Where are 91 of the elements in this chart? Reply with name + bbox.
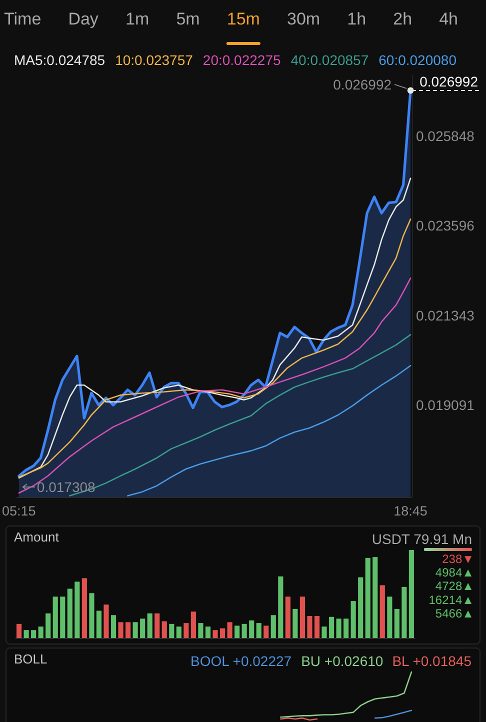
bar (147, 613, 152, 638)
x-tick-label: 05:15 (2, 504, 36, 518)
bar (24, 630, 29, 638)
bar (96, 610, 102, 638)
text: 10:0.023757 (115, 52, 194, 68)
line-series (18, 278, 412, 494)
y-tick-label: 0.021343 (416, 307, 475, 324)
text: MA5:0.024785 (14, 52, 106, 68)
series-label: BU +0.02610 (301, 653, 384, 669)
bar (162, 621, 167, 638)
bar (249, 620, 254, 638)
category-label: 4h (439, 10, 458, 28)
annotation: 0.026992 (333, 76, 392, 92)
chart-title: Amount (14, 530, 60, 544)
bar (104, 604, 109, 638)
category-label: 5466▲ (435, 606, 474, 620)
category-label: 1h (347, 10, 366, 28)
text: 40:0.020857 (290, 52, 369, 68)
bar (227, 622, 232, 638)
bar (408, 550, 414, 638)
x-tick-label: 18:45 (394, 504, 428, 518)
bar (278, 576, 284, 638)
bar (132, 622, 138, 638)
category-label: 4984▲ (435, 566, 474, 580)
bar (365, 558, 370, 638)
bar (126, 622, 131, 638)
category-label: 2h (393, 10, 412, 28)
bar (46, 613, 51, 638)
bar (74, 582, 80, 638)
bar (350, 601, 356, 638)
bar (358, 577, 364, 638)
bar (31, 630, 36, 638)
bar (184, 623, 189, 638)
bar (344, 618, 349, 638)
ref-line-label: 0.026992 (420, 73, 478, 90)
bar (322, 626, 327, 638)
bar (190, 612, 196, 638)
y-tick-label: 0.023596 (416, 218, 475, 234)
bar (16, 624, 22, 638)
bar (387, 596, 392, 638)
bar (314, 616, 320, 638)
y-tick-label: 0.019091 (416, 396, 475, 413)
bar (242, 624, 247, 638)
bar (394, 608, 400, 638)
category-label: 5m (176, 10, 200, 28)
category-label: Day (68, 10, 99, 28)
text: 60:0.020080 (378, 52, 457, 68)
text: 20:0.022275 (202, 52, 281, 68)
bar (169, 624, 174, 638)
bar (60, 596, 66, 638)
category-label: 16214▲ (428, 592, 474, 607)
category-label: 238▼ (442, 552, 474, 566)
bar (402, 586, 407, 638)
chart-subtitle: USDT 79.91 Mn (372, 531, 472, 547)
bar (212, 630, 218, 638)
bar (52, 596, 58, 638)
bar (234, 626, 240, 638)
category-label: 15m (226, 10, 260, 28)
bar (140, 618, 146, 638)
annotation: 0.017308 (36, 478, 96, 495)
bar (300, 596, 305, 638)
bar (89, 593, 94, 638)
bar (256, 623, 262, 638)
y-tick-label: 0.025848 (416, 128, 475, 144)
bar (270, 615, 276, 638)
category-label: 1m (126, 10, 150, 28)
bar (118, 622, 124, 638)
bar (38, 626, 44, 638)
bar (198, 623, 204, 638)
bar (205, 626, 211, 638)
bar (336, 618, 342, 638)
category-label: 30m (287, 10, 320, 28)
bar (82, 578, 87, 638)
bar (154, 613, 160, 638)
category-label: 4728▲ (435, 579, 474, 594)
chart-title: BOLL (14, 652, 48, 666)
bar (176, 626, 182, 638)
bar (307, 616, 312, 638)
line-series (127, 364, 412, 496)
text: BOOL +0.02227 (190, 653, 292, 669)
bar (264, 626, 269, 638)
category-label: Time (4, 10, 42, 28)
bar (380, 585, 385, 638)
bar (110, 615, 116, 638)
bar (328, 616, 334, 638)
bar (372, 557, 378, 638)
bar (292, 608, 298, 638)
text: BL +0.01845 (392, 653, 472, 669)
bar (285, 596, 290, 638)
bar (220, 628, 226, 638)
bar (67, 588, 72, 638)
